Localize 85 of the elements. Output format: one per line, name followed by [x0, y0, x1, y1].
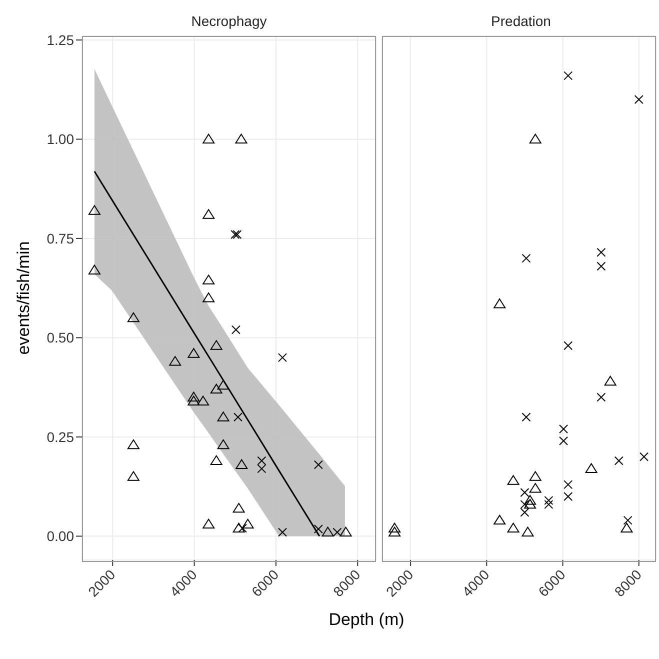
chart-title: Predation — [490, 12, 552, 31]
point — [197, 396, 210, 406]
point — [564, 492, 573, 501]
y-tick-label: 0.00 — [46, 528, 74, 544]
point — [529, 134, 542, 144]
y-tick-label: 0.50 — [46, 330, 74, 346]
point — [388, 522, 401, 532]
point — [507, 475, 520, 485]
y-tick-label: 1.00 — [46, 131, 74, 148]
point — [314, 460, 323, 470]
point — [314, 524, 323, 534]
point — [233, 412, 242, 422]
point — [340, 526, 352, 536]
point — [522, 412, 531, 422]
point — [322, 526, 334, 536]
point — [235, 134, 248, 144]
point — [232, 230, 242, 239]
point — [596, 262, 606, 271]
point — [585, 463, 598, 473]
point — [544, 496, 554, 505]
point — [188, 392, 200, 402]
point — [529, 471, 542, 481]
point — [210, 384, 222, 394]
point — [188, 348, 200, 358]
point — [620, 522, 633, 532]
point — [524, 494, 536, 505]
point — [217, 412, 230, 422]
point — [169, 356, 182, 366]
point — [494, 298, 506, 308]
y-axis-title: events/fish/min — [14, 241, 34, 355]
point — [127, 471, 140, 481]
point — [88, 264, 100, 274]
y-tick-label: 0.75 — [46, 230, 74, 246]
point — [520, 508, 530, 517]
point — [634, 95, 644, 104]
point — [520, 488, 530, 498]
point — [202, 134, 215, 144]
point — [257, 464, 266, 474]
point — [202, 518, 215, 529]
point — [388, 526, 401, 536]
point — [88, 205, 100, 215]
point — [604, 376, 616, 386]
point — [544, 500, 554, 509]
point — [332, 528, 342, 537]
y-tick-label: 0.25 — [46, 428, 74, 445]
point — [494, 514, 506, 525]
point — [236, 459, 248, 469]
point — [529, 483, 542, 493]
point — [623, 516, 632, 525]
point — [278, 528, 287, 537]
line-series — [94, 170, 320, 537]
point — [202, 274, 215, 284]
point — [507, 522, 520, 532]
point — [564, 341, 573, 350]
point — [210, 340, 222, 350]
point — [202, 292, 215, 302]
point — [522, 254, 531, 263]
point — [559, 436, 568, 446]
point — [596, 392, 606, 402]
point — [230, 230, 240, 239]
x-axis-title: Depth (m) — [328, 610, 406, 630]
point — [596, 248, 606, 257]
point — [257, 456, 266, 466]
point — [564, 71, 573, 80]
point — [520, 500, 530, 509]
point — [232, 522, 245, 532]
point — [278, 353, 287, 362]
y-tick-label: 1.25 — [46, 32, 74, 48]
point — [188, 396, 200, 406]
point — [127, 312, 140, 322]
point — [202, 209, 215, 219]
point — [559, 424, 568, 434]
point — [614, 456, 624, 466]
point — [522, 526, 534, 536]
point — [524, 498, 536, 509]
point — [231, 325, 240, 334]
point — [232, 502, 245, 513]
point — [217, 439, 230, 450]
point — [127, 439, 140, 450]
point — [217, 380, 230, 390]
chart-title: Necrophagy — [190, 12, 268, 31]
point — [210, 455, 222, 466]
point — [242, 518, 254, 529]
point — [564, 480, 573, 490]
point — [640, 452, 649, 462]
